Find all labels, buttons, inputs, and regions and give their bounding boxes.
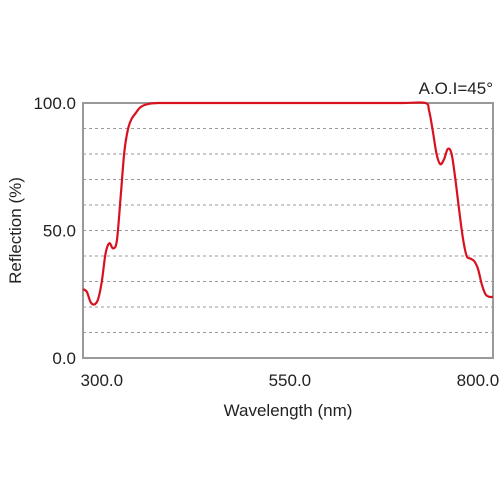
x-tick-label: 800.0: [457, 371, 500, 390]
tick-labels: 0.0 50.0 100.0 300.0 550.0 800.0: [33, 94, 499, 390]
x-tick-label: 300.0: [81, 371, 124, 390]
x-axis-title: Wavelength (nm): [224, 401, 353, 420]
grid-lines: [83, 128, 493, 333]
aoi-annotation: A.O.I=45°: [419, 79, 493, 98]
y-tick-label: 50.0: [43, 222, 76, 241]
series-line: [82, 101, 494, 306]
x-tick-label: 550.0: [269, 371, 312, 390]
y-tick-label: 0.0: [52, 349, 76, 368]
series-layer: [82, 101, 494, 306]
y-tick-label: 100.0: [33, 94, 76, 113]
y-axis-title: Reflection (%): [6, 177, 25, 284]
